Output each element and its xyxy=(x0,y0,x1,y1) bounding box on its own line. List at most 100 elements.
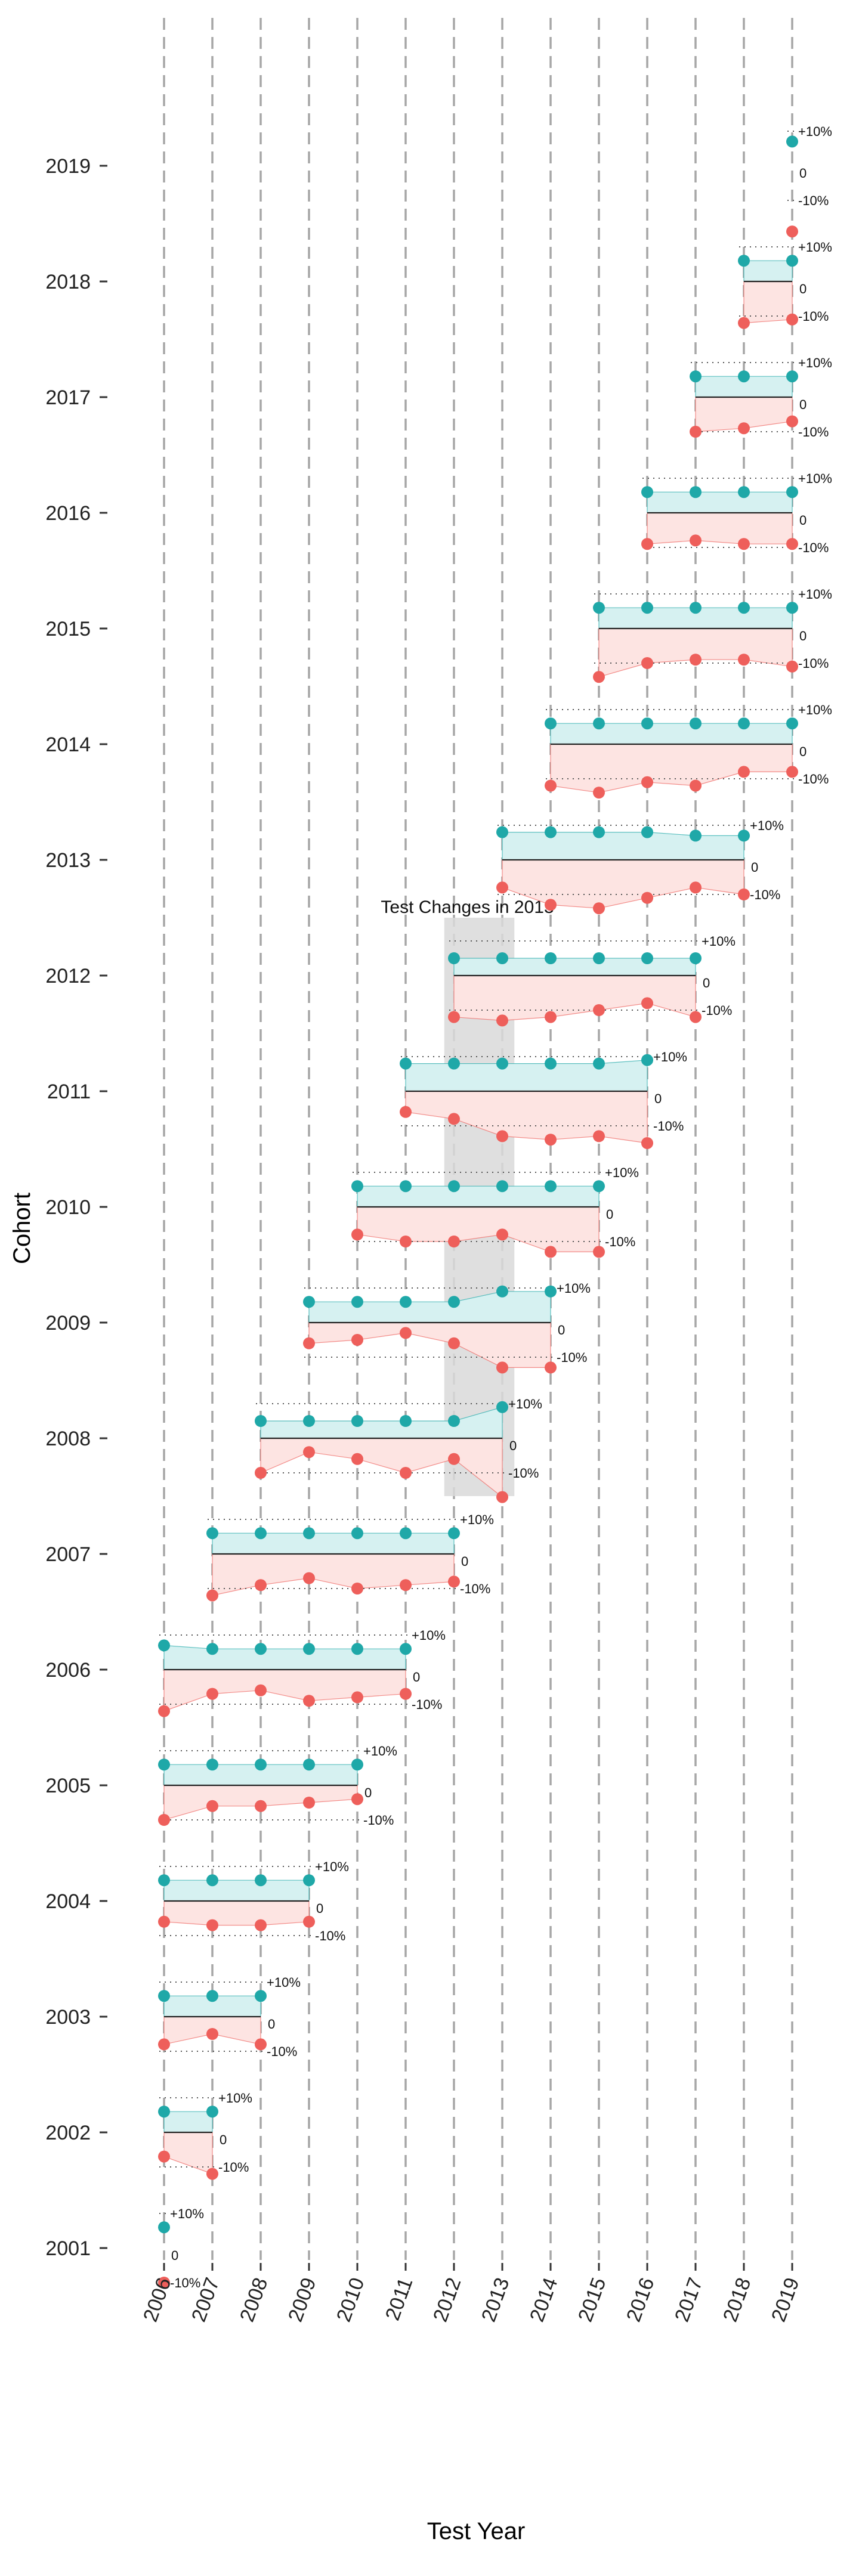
point-above-2019 xyxy=(786,370,798,383)
point-below-2015 xyxy=(593,902,605,915)
upper-ref-label: +10% xyxy=(653,1049,687,1064)
zero-ref-label: 0 xyxy=(751,860,758,875)
point-below-2018 xyxy=(738,888,750,900)
x-tick-label-2016: 2016 xyxy=(622,2275,659,2325)
x-axis-title: Test Year xyxy=(427,2518,526,2544)
cohort-2014: +10% 0 -10% xyxy=(545,702,832,799)
upper-ref-label: +10% xyxy=(460,1512,494,1527)
lower-ref-label: -10% xyxy=(508,1466,539,1481)
point-below-2015 xyxy=(593,671,605,683)
y-tick-label-2005: 2005 xyxy=(45,1775,91,1797)
y-axis: 2001 2002 2003 2004 2005 2006 2007 2008 2009 2010… xyxy=(45,155,107,2260)
point-below-2006 xyxy=(158,1814,170,1826)
point-above-2014 xyxy=(545,826,557,838)
below-band xyxy=(405,1091,648,1144)
point-below-2010 xyxy=(351,1583,363,1594)
point-above-2016 xyxy=(641,717,653,730)
y-tick-label-2008: 2008 xyxy=(45,1428,91,1450)
point-above-2011 xyxy=(400,1296,412,1308)
upper-ref-label: +10% xyxy=(218,2091,252,2106)
point-below-2014 xyxy=(545,1246,557,1258)
point-below-2016 xyxy=(641,538,653,550)
above-band xyxy=(212,1532,455,1555)
point-above-2008 xyxy=(255,1527,267,1540)
point-below-2008 xyxy=(255,1684,267,1696)
point-above-2013 xyxy=(496,1057,508,1070)
y-tick-label-2004: 2004 xyxy=(45,1890,91,1913)
point-below-2017 xyxy=(690,1011,702,1023)
point-above-2006 xyxy=(158,2221,170,2234)
x-tick-label-2011: 2011 xyxy=(381,2275,418,2324)
point-below-2010 xyxy=(351,1228,363,1241)
cohort-2006: +10% 0 -10% xyxy=(158,1628,446,1717)
point-above-2015 xyxy=(593,717,605,730)
y-tick-label-2015: 2015 xyxy=(45,618,91,640)
lower-ref-label: -10% xyxy=(798,540,829,555)
point-below-2009 xyxy=(303,1915,315,1928)
point-below-2019 xyxy=(786,660,798,673)
lower-ref-label: -10% xyxy=(267,2044,297,2059)
point-below-2009 xyxy=(303,1695,315,1707)
below-band xyxy=(453,975,696,1021)
point-above-2008 xyxy=(255,1758,267,1771)
point-above-2010 xyxy=(351,1758,363,1771)
point-below-2007 xyxy=(206,1800,218,1812)
point-below-2018 xyxy=(738,422,750,435)
cohort-2004: +10% 0 -10% xyxy=(158,1859,349,1943)
above-band xyxy=(453,958,696,976)
point-below-2012 xyxy=(448,1453,460,1465)
point-above-2017 xyxy=(690,829,702,842)
zero-ref-label: 0 xyxy=(171,2248,178,2263)
point-above-2019 xyxy=(786,135,798,148)
above-band xyxy=(163,1880,310,1902)
point-below-2011 xyxy=(400,1688,412,1700)
point-above-2015 xyxy=(593,602,605,614)
point-above-2007 xyxy=(206,1874,218,1887)
point-above-2010 xyxy=(351,1180,363,1193)
point-above-2010 xyxy=(351,1643,363,1655)
point-above-2018 xyxy=(738,370,750,383)
point-below-2016 xyxy=(641,891,653,904)
zero-ref-label: 0 xyxy=(799,513,807,528)
lower-ref-label: -10% xyxy=(702,1003,732,1018)
cohort-2005: +10% 0 -10% xyxy=(158,1744,397,1828)
x-tick-label-2006: 2006 xyxy=(139,2275,176,2325)
lower-ref-label: -10% xyxy=(798,309,829,324)
cohort-2007: +10% 0 -10% xyxy=(206,1512,494,1602)
x-tick-label-2019: 2019 xyxy=(767,2275,804,2325)
x-tick-label-2017: 2017 xyxy=(670,2275,707,2325)
below-band xyxy=(743,281,793,324)
point-below-2008 xyxy=(255,1467,267,1479)
point-above-2009 xyxy=(303,1296,315,1308)
lower-ref-label: -10% xyxy=(412,1697,442,1712)
point-below-2014 xyxy=(545,1011,557,1023)
point-above-2007 xyxy=(206,1527,218,1540)
point-above-2007 xyxy=(206,1643,218,1655)
above-band xyxy=(647,491,793,513)
point-above-2006 xyxy=(158,2106,170,2118)
point-above-2006 xyxy=(158,1990,170,2002)
point-below-2006 xyxy=(158,2277,170,2289)
cohort-2009: +10% 0 -10% xyxy=(303,1281,591,1374)
point-below-2013 xyxy=(496,1228,508,1241)
upper-ref-label: +10% xyxy=(412,1628,446,1643)
x-tick-label-2013: 2013 xyxy=(477,2275,514,2325)
x-tick-label-2015: 2015 xyxy=(574,2275,611,2325)
point-below-2012 xyxy=(448,1575,460,1588)
point-below-2016 xyxy=(641,657,653,669)
point-below-2018 xyxy=(738,538,750,550)
point-above-2013 xyxy=(496,1285,508,1298)
point-below-2017 xyxy=(690,654,702,666)
point-above-2018 xyxy=(738,255,750,267)
point-above-2011 xyxy=(400,1643,412,1655)
point-below-2019 xyxy=(786,313,798,326)
point-above-2016 xyxy=(641,826,653,838)
cohort-series: +10%0-10%+10%0-10%+10%0-10%+10%0-10%+10%… xyxy=(158,124,832,2290)
below-band xyxy=(308,1322,551,1368)
below-band xyxy=(550,744,793,793)
point-above-2014 xyxy=(545,1057,557,1070)
point-below-2012 xyxy=(448,1236,460,1247)
point-above-2009 xyxy=(303,1758,315,1771)
upper-ref-label: +10% xyxy=(363,1744,397,1758)
below-band xyxy=(163,2132,213,2175)
